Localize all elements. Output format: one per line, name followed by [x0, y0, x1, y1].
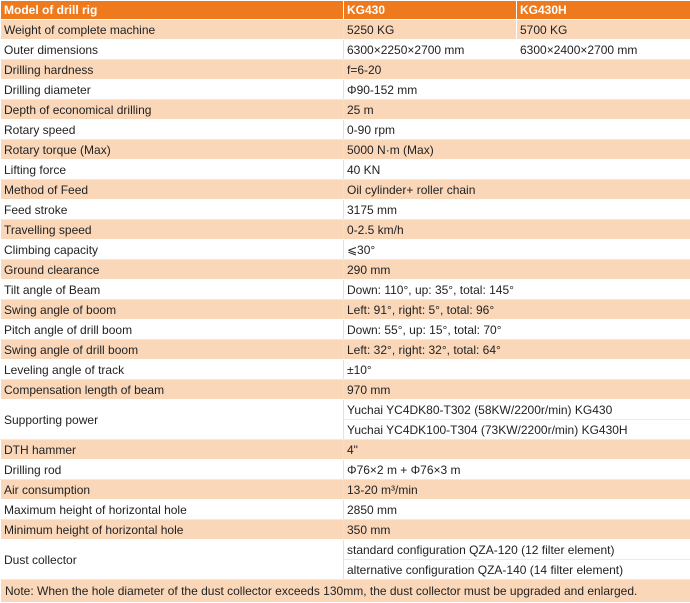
note-row: Note: When the hole diameter of the dust… [1, 580, 690, 603]
row-value: ±10° [344, 360, 690, 380]
row-value: 290 mm [344, 260, 690, 280]
row-label: Swing angle of drill boom [1, 340, 344, 360]
header-kg430h: KG430H [517, 1, 690, 20]
row-label: Pitch angle of drill boom [1, 320, 344, 340]
row-label: Leveling angle of track [1, 360, 344, 380]
row-value: f=6-20 [344, 60, 690, 80]
row-label: Ground clearance [1, 260, 344, 280]
row-value-kg430: 5250 KG [344, 20, 517, 40]
row-label: Minimum height of horizontal hole [1, 520, 344, 540]
row-value: Φ76×2 m + Φ76×3 m [344, 460, 690, 480]
row-value-line: Yuchai YC4DK100-T304 (73KW/2200r/min) KG… [344, 420, 690, 440]
row-label: Tilt angle of Beam [1, 280, 344, 300]
table-row: Pitch angle of drill boom Down: 55°, up:… [1, 320, 690, 340]
row-value-kg430h: 6300×2400×2700 mm [517, 40, 690, 60]
table-row: Compensation length of beam 970 mm [1, 380, 690, 400]
table-row: Ground clearance 290 mm [1, 260, 690, 280]
row-value: 4" [344, 440, 690, 460]
table-row: Minimum height of horizontal hole 350 mm [1, 520, 690, 540]
table-row: Rotary torque (Max) 5000 N·m (Max) [1, 140, 690, 160]
row-value: 0-2.5 km/h [344, 220, 690, 240]
table-row: DTH hammer 4" [1, 440, 690, 460]
row-label: Compensation length of beam [1, 380, 344, 400]
row-value: Down: 110°, up: 35°, total: 145° [344, 280, 690, 300]
row-label: Depth of economical drilling [1, 100, 344, 120]
row-value: 5000 N·m (Max) [344, 140, 690, 160]
row-value: 350 mm [344, 520, 690, 540]
table-row: Maximum height of horizontal hole 2850 m… [1, 500, 690, 520]
row-label: Dust collector [1, 540, 344, 580]
row-value-kg430h: 5700 KG [517, 20, 690, 40]
header-kg430: KG430 [344, 1, 517, 20]
row-label: Lifting force [1, 160, 344, 180]
row-label: Maximum height of horizontal hole [1, 500, 344, 520]
row-value: ⩽30° [344, 240, 690, 260]
table-row: Rotary speed 0-90 rpm [1, 120, 690, 140]
row-label: Rotary speed [1, 120, 344, 140]
row-label: Air consumption [1, 480, 344, 500]
row-label: Drilling rod [1, 460, 344, 480]
row-label: Outer dimensions [1, 40, 344, 60]
row-label: Rotary torque (Max) [1, 140, 344, 160]
row-label: DTH hammer [1, 440, 344, 460]
table-row: Supporting power Yuchai YC4DK80-T302 (58… [1, 400, 690, 420]
table-row: Swing angle of drill boom Left: 32°, rig… [1, 340, 690, 360]
table-row: Drilling diameter Φ90-152 mm [1, 80, 690, 100]
row-label: Supporting power [1, 400, 344, 440]
row-label: Swing angle of boom [1, 300, 344, 320]
row-value: 3175 mm [344, 200, 690, 220]
table-row: Method of Feed Oil cylinder+ roller chai… [1, 180, 690, 200]
row-value: 970 mm [344, 380, 690, 400]
table-row: Tilt angle of Beam Down: 110°, up: 35°, … [1, 280, 690, 300]
row-value: Left: 32°, right: 32°, total: 64° [344, 340, 690, 360]
row-value-kg430: 6300×2250×2700 mm [344, 40, 517, 60]
table-row: Depth of economical drilling 25 m [1, 100, 690, 120]
row-label: Method of Feed [1, 180, 344, 200]
row-label: Weight of complete machine [1, 20, 344, 40]
row-label: Climbing capacity [1, 240, 344, 260]
row-value: Down: 55°, up: 15°, total: 70° [344, 320, 690, 340]
row-value: 25 m [344, 100, 690, 120]
table-row: Weight of complete machine 5250 KG 5700 … [1, 20, 690, 40]
row-value-line: standard configuration QZA-120 (12 filte… [344, 540, 690, 560]
row-value: 40 KN [344, 160, 690, 180]
row-value: 0-90 rpm [344, 120, 690, 140]
table-row: Feed stroke 3175 mm [1, 200, 690, 220]
row-value: 2850 mm [344, 500, 690, 520]
table-row: Drilling hardness f=6-20 [1, 60, 690, 80]
row-label: Drilling diameter [1, 80, 344, 100]
table-row: Outer dimensions 6300×2250×2700 mm 6300×… [1, 40, 690, 60]
table-row: Travelling speed 0-2.5 km/h [1, 220, 690, 240]
row-label: Travelling speed [1, 220, 344, 240]
row-value: Oil cylinder+ roller chain [344, 180, 690, 200]
row-value: Left: 91°, right: 5°, total: 96° [344, 300, 690, 320]
row-value: 13-20 m³/min [344, 480, 690, 500]
footnote: Note: When the hole diameter of the dust… [1, 580, 690, 603]
row-label: Feed stroke [1, 200, 344, 220]
row-value-line: Yuchai YC4DK80-T302 (58KW/2200r/min) KG4… [344, 400, 690, 420]
row-value: Φ90-152 mm [344, 80, 690, 100]
table-row: Lifting force 40 KN [1, 160, 690, 180]
table-row: Drilling rod Φ76×2 m + Φ76×3 m [1, 460, 690, 480]
table-row: Swing angle of boom Left: 91°, right: 5°… [1, 300, 690, 320]
table-row: Leveling angle of track ±10° [1, 360, 690, 380]
row-label: Drilling hardness [1, 60, 344, 80]
table-row: Air consumption 13-20 m³/min [1, 480, 690, 500]
table-row: Dust collector standard configuration QZ… [1, 540, 690, 560]
header-row: Model of drill rig KG430 KG430H [1, 1, 690, 20]
header-model: Model of drill rig [1, 1, 344, 20]
table-row: Climbing capacity ⩽30° [1, 240, 690, 260]
row-value-line: alternative configuration QZA-140 (14 fi… [344, 560, 690, 580]
